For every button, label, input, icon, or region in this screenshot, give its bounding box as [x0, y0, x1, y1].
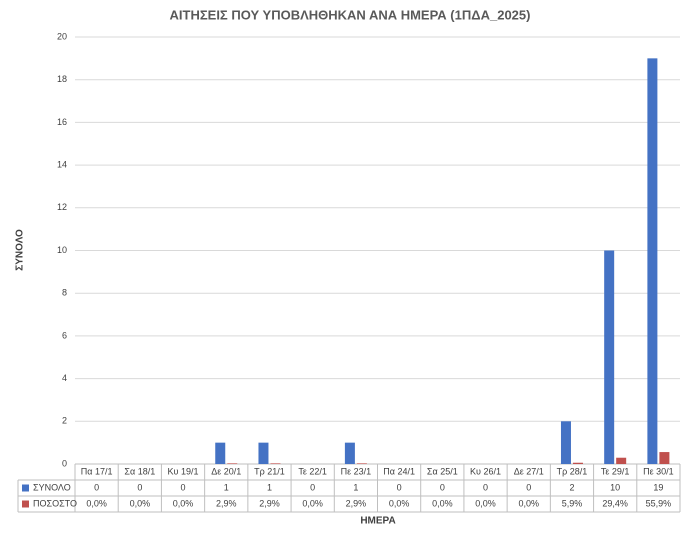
y-tick-label: 10 [57, 245, 67, 255]
y-tick-label: 6 [62, 330, 67, 340]
table-value: 0 [397, 482, 402, 492]
table-value: 2,9% [259, 498, 280, 508]
table-value: 2 [569, 482, 574, 492]
chart-title: ΑΙΤΗΣΕΙΣ ΠΟΥ ΥΠΟΒΛΗΘΗΚΑΝ ΑΝΑ ΗΜΕΡΑ (1ΠΔΑ… [170, 7, 531, 22]
y-tick-label: 14 [57, 159, 67, 169]
x-tick-label: Πα 17/1 [81, 466, 113, 476]
bar [647, 58, 658, 464]
y-tick-label: 16 [57, 117, 67, 127]
y-tick-label: 2 [62, 416, 67, 426]
legend-swatch [22, 500, 29, 508]
bar [616, 457, 627, 464]
table-value: 0,0% [130, 498, 151, 508]
x-tick-label: Σα 18/1 [124, 466, 155, 476]
y-tick-label: 4 [62, 373, 67, 383]
x-axis-label: ΗΜΕΡΑ [360, 516, 395, 527]
table-value: 0,0% [432, 498, 453, 508]
table-value: 0,0% [518, 498, 539, 508]
table-value: 19 [653, 482, 663, 492]
bar [270, 463, 281, 464]
x-tick-label: Τε 29/1 [601, 466, 630, 476]
table-value: 0 [181, 482, 186, 492]
bar [572, 462, 583, 464]
table-value: 1 [267, 482, 272, 492]
y-tick-label: 18 [57, 74, 67, 84]
table-value: 0,0% [173, 498, 194, 508]
table-value: 0 [310, 482, 315, 492]
legend-swatch [22, 484, 29, 492]
table-value: 1 [224, 482, 229, 492]
legend-label: ΣΥΝΟΛΟ [33, 482, 71, 492]
x-tick-label: Πε 23/1 [341, 466, 372, 476]
bar [659, 452, 670, 464]
table-value: 0,0% [389, 498, 410, 508]
x-tick-label: Πα 24/1 [383, 466, 415, 476]
table-value: 10 [610, 482, 620, 492]
table-value: 0 [440, 482, 445, 492]
table-value: 1 [353, 482, 358, 492]
x-tick-label: Δε 27/1 [514, 466, 544, 476]
y-tick-label: 20 [57, 31, 67, 41]
table-value: 0,0% [302, 498, 323, 508]
bar [344, 442, 355, 464]
x-tick-label: Τε 22/1 [298, 466, 327, 476]
y-axis-label: ΣΥΝΟΛΟ [15, 229, 26, 271]
table-value: 55,9% [646, 498, 672, 508]
y-tick-label: 8 [62, 288, 67, 298]
bar [258, 442, 269, 464]
x-tick-label: Κυ 19/1 [168, 466, 199, 476]
bar [560, 421, 571, 464]
x-tick-label: Σα 25/1 [427, 466, 458, 476]
legend-label: ΠΟΣΟΣΤΟ [33, 498, 77, 508]
table-value: 2,9% [216, 498, 237, 508]
table-value: 0,0% [475, 498, 496, 508]
bar [604, 250, 615, 464]
bar [227, 463, 238, 464]
y-tick-label: 0 [62, 458, 67, 468]
table-value: 2,9% [346, 498, 367, 508]
table-value: 0 [137, 482, 142, 492]
table-value: 0 [94, 482, 99, 492]
table-value: 0,0% [86, 498, 107, 508]
x-tick-label: Τρ 28/1 [557, 466, 588, 476]
table-value: 5,9% [562, 498, 583, 508]
table-value: 29,4% [602, 498, 628, 508]
bar [215, 442, 226, 464]
x-tick-label: Τρ 21/1 [254, 466, 285, 476]
x-tick-label: Δε 20/1 [211, 466, 241, 476]
x-tick-label: Κυ 26/1 [470, 466, 501, 476]
bar [356, 463, 367, 464]
x-tick-label: Πε 30/1 [643, 466, 674, 476]
table-value: 0 [526, 482, 531, 492]
table-value: 0 [483, 482, 488, 492]
y-tick-label: 12 [57, 202, 67, 212]
